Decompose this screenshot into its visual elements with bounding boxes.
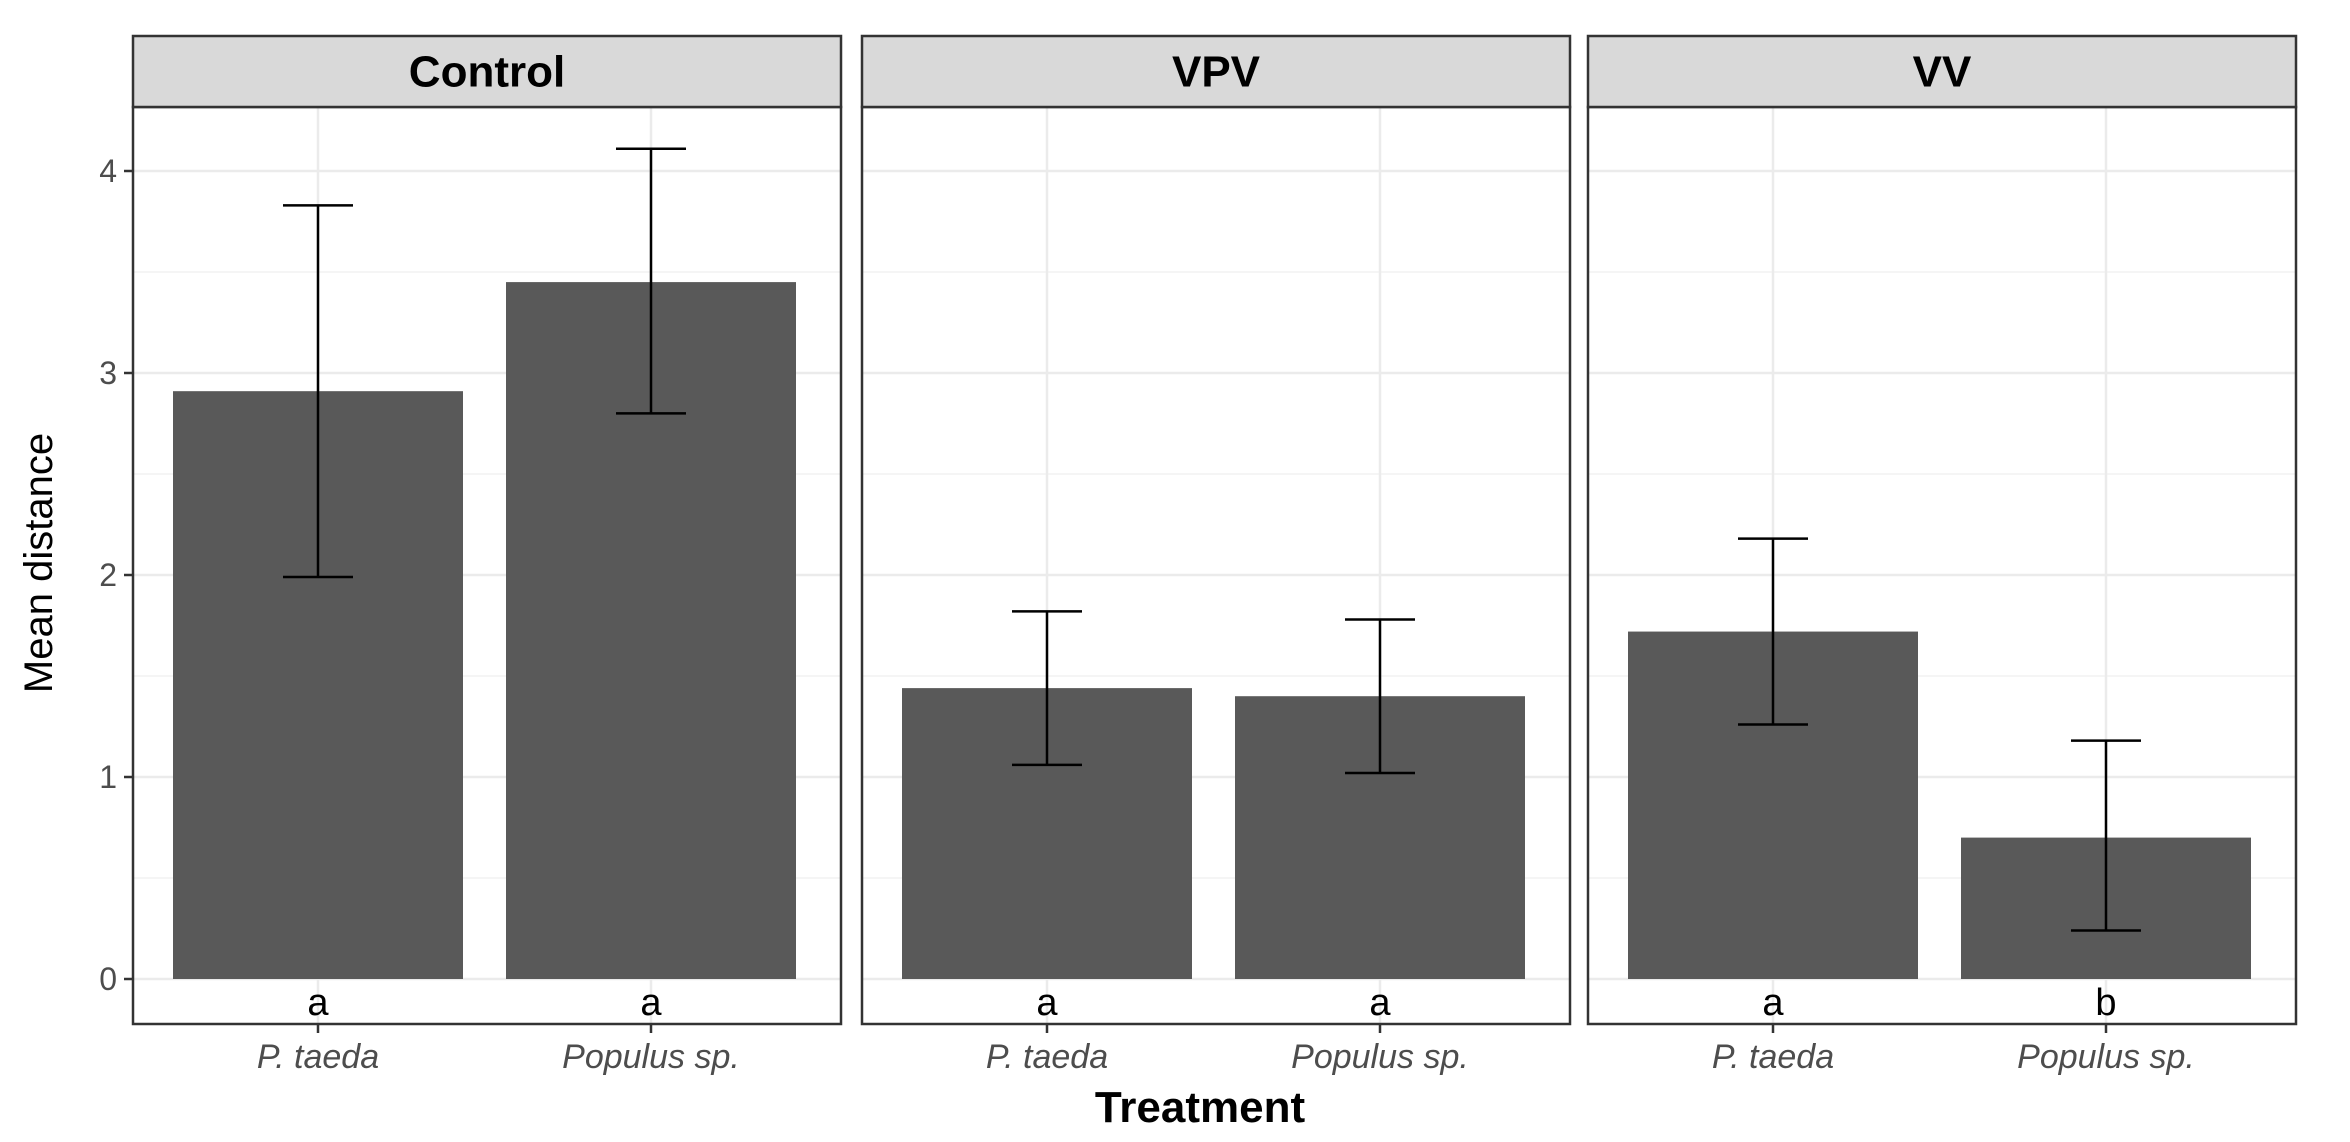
significance-label: b: [2095, 982, 2116, 1024]
strip-background: [1586, 34, 2298, 109]
panel-vv: a P. taeda b Populus sp. VV: [1586, 34, 2298, 1076]
significance-label: a: [1369, 982, 1391, 1024]
y-tick-label: 0: [99, 961, 117, 997]
x-tick-label: Populus sp.: [1291, 1038, 1469, 1076]
significance-label: a: [1762, 982, 1784, 1024]
y-tick-label: 3: [99, 355, 117, 391]
significance-label: a: [307, 982, 329, 1024]
strip-background: [131, 34, 843, 109]
y-axis-title: Mean distance: [17, 433, 61, 693]
y-tick-label: 4: [99, 153, 117, 189]
panels: a P. taeda a Populus sp. Control a P. taeda a Po…: [131, 34, 2298, 1076]
y-tick-label: 2: [99, 557, 117, 593]
significance-label: a: [1036, 982, 1058, 1024]
x-tick-label: P. taeda: [1712, 1038, 1834, 1076]
y-tick-label: 1: [99, 759, 117, 795]
strip-title: VV: [1913, 48, 1972, 97]
x-tick-label: P. taeda: [986, 1038, 1108, 1076]
x-tick-label: Populus sp.: [562, 1038, 740, 1076]
strip-title: Control: [409, 48, 565, 97]
x-axis-title: Treatment: [1095, 1083, 1306, 1132]
x-tick-label: Populus sp.: [2017, 1038, 2195, 1076]
x-tick-label: P. taeda: [257, 1038, 379, 1076]
y-axis: 0 1 2 3 4: [99, 153, 133, 997]
significance-label: a: [640, 982, 662, 1024]
strip-background: [860, 34, 1572, 109]
panel-control: a P. taeda a Populus sp. Control: [131, 34, 843, 1076]
panel-vpv: a P. taeda a Populus sp. VPV: [860, 34, 1572, 1076]
strip-title: VPV: [1172, 48, 1261, 97]
